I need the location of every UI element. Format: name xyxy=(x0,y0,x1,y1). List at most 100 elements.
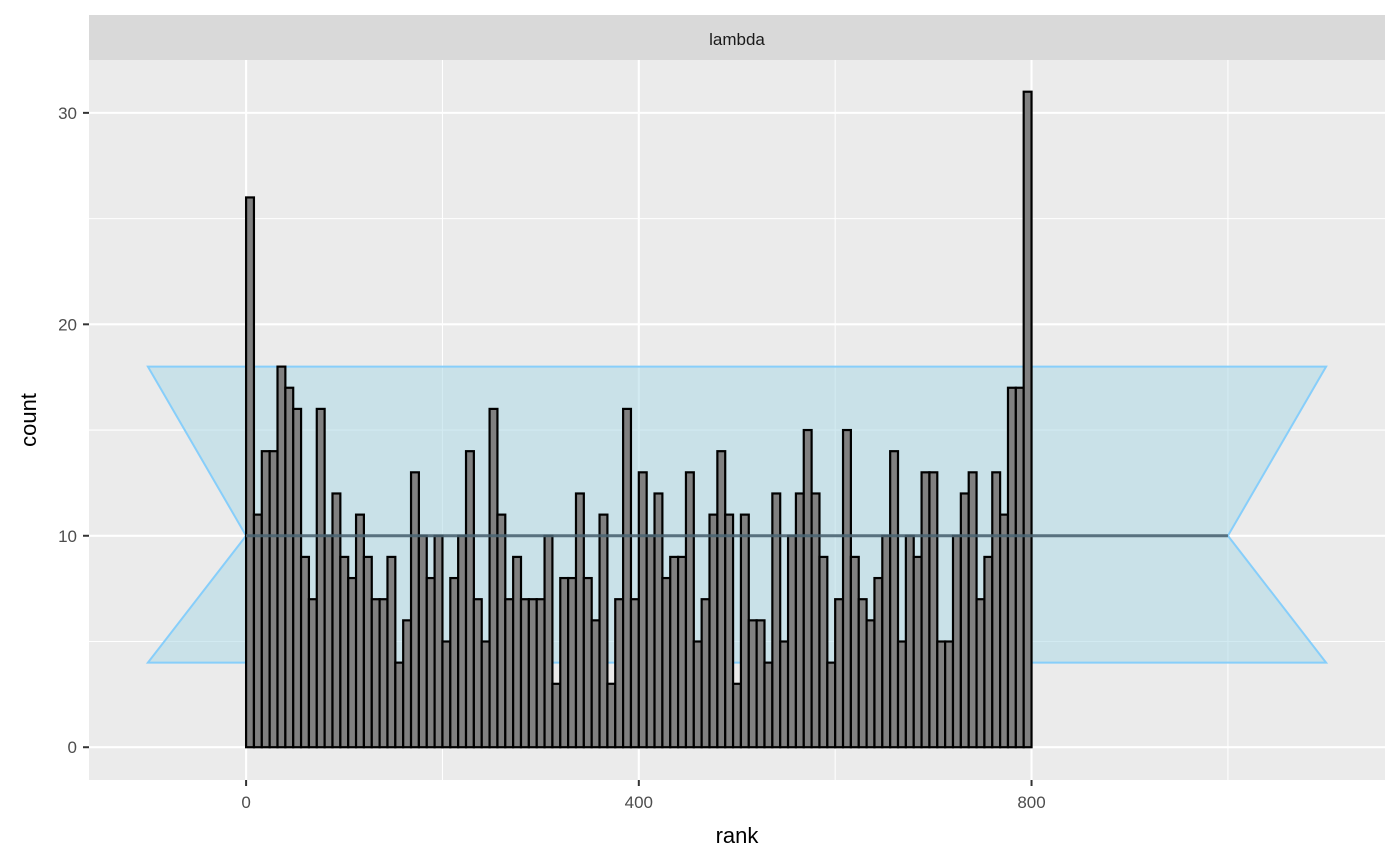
histogram-bar xyxy=(299,555,311,749)
histogram-bar xyxy=(700,598,711,749)
facet-strip-background xyxy=(89,15,1385,60)
histogram-bar xyxy=(378,598,389,749)
histogram-bar xyxy=(574,492,585,749)
y-tick-label: 20 xyxy=(58,315,77,334)
histogram-bar xyxy=(480,640,491,749)
histogram-bar xyxy=(692,640,703,749)
histogram-bar xyxy=(433,534,444,749)
histogram-bar xyxy=(983,555,994,749)
histogram-bar xyxy=(684,471,695,749)
histogram-bar xyxy=(425,576,436,749)
histogram-bar xyxy=(386,555,397,749)
histogram-bar xyxy=(912,555,923,749)
histogram-bar xyxy=(347,576,358,749)
histogram-bar xyxy=(676,555,688,749)
histogram-bar xyxy=(284,386,295,749)
histogram-bar xyxy=(873,576,884,749)
histogram-bar xyxy=(292,407,303,749)
histogram-bar xyxy=(590,619,601,749)
histogram-bar xyxy=(519,598,530,749)
histogram-bar xyxy=(504,598,515,749)
histogram-bar xyxy=(417,534,428,749)
histogram-bar xyxy=(834,598,845,749)
histogram-bar xyxy=(1014,386,1025,749)
histogram-bar xyxy=(810,492,821,749)
histogram-bar xyxy=(645,534,656,749)
y-tick-label: 10 xyxy=(58,527,77,546)
histogram-bar xyxy=(889,450,900,749)
y-axis-title: count xyxy=(16,393,41,447)
y-tick-label: 30 xyxy=(58,104,77,123)
histogram-bar xyxy=(559,576,570,749)
histogram-bar xyxy=(362,555,373,749)
histogram-bar xyxy=(928,471,939,749)
histogram-bar xyxy=(457,534,468,749)
histogram-bar xyxy=(252,513,263,749)
histogram-bars xyxy=(244,90,1033,749)
histogram-bar xyxy=(339,555,350,749)
histogram-bar xyxy=(818,555,829,749)
histogram-bar xyxy=(637,471,648,749)
histogram-bar xyxy=(488,407,499,749)
histogram-bar xyxy=(951,534,962,749)
histogram-bar xyxy=(881,534,892,749)
histogram-bar xyxy=(276,365,287,749)
histogram-bar xyxy=(708,513,719,749)
histogram-bar xyxy=(747,619,758,749)
x-tick-label: 800 xyxy=(1017,793,1045,812)
histogram-bar xyxy=(606,682,617,749)
histogram-bar xyxy=(315,407,326,749)
facet-strip: lambda xyxy=(89,15,1385,60)
histogram-bar xyxy=(260,450,271,749)
histogram-bar xyxy=(307,598,318,749)
histogram-bar xyxy=(472,598,483,749)
histogram-bar xyxy=(661,576,672,749)
histogram-bar xyxy=(920,471,931,749)
histogram-bar xyxy=(779,640,790,749)
histogram-bar xyxy=(763,661,774,749)
histogram-bar xyxy=(582,576,593,749)
histogram-bar xyxy=(268,450,279,749)
histogram-bar xyxy=(739,513,750,749)
histogram-bar xyxy=(567,576,578,749)
histogram-bar xyxy=(598,513,609,749)
histogram-bar xyxy=(354,513,365,749)
histogram-bar xyxy=(409,471,420,749)
histogram-bar xyxy=(755,619,766,749)
histogram-bar xyxy=(244,196,256,749)
y-axis: 0 10 20 30 xyxy=(58,104,89,757)
histogram-bar xyxy=(370,598,381,749)
histogram-bar xyxy=(402,619,413,749)
histogram-bar xyxy=(999,513,1010,749)
histogram-bar xyxy=(543,534,554,749)
histogram-bar xyxy=(991,471,1002,749)
x-tick-label: 0 xyxy=(241,793,250,812)
histogram-bar xyxy=(535,598,546,749)
histogram-bar xyxy=(622,407,633,749)
histogram-bar xyxy=(802,428,813,749)
histogram-bar xyxy=(826,661,837,749)
histogram-bar xyxy=(653,492,664,749)
histogram-bar xyxy=(841,428,852,749)
histogram-bar xyxy=(724,513,735,749)
y-tick-label: 0 xyxy=(68,738,77,757)
x-tick-label: 400 xyxy=(625,793,653,812)
histogram-bar xyxy=(614,598,625,749)
histogram-bar xyxy=(551,682,562,749)
histogram-bar xyxy=(1006,386,1017,749)
histogram-bar xyxy=(496,513,507,749)
histogram-bar xyxy=(731,682,743,749)
histogram-bar xyxy=(669,555,680,749)
histogram-bar xyxy=(716,450,727,749)
histogram-bar xyxy=(857,598,868,749)
histogram-bar xyxy=(849,555,860,749)
histogram-bar xyxy=(786,534,797,749)
histogram-bar xyxy=(449,576,460,749)
histogram-bar xyxy=(323,534,334,749)
histogram-bar xyxy=(512,555,523,749)
histogram-bar xyxy=(1022,90,1033,749)
histogram-bar xyxy=(967,471,978,749)
histogram-bar xyxy=(936,640,947,749)
histogram-bar xyxy=(394,661,405,749)
